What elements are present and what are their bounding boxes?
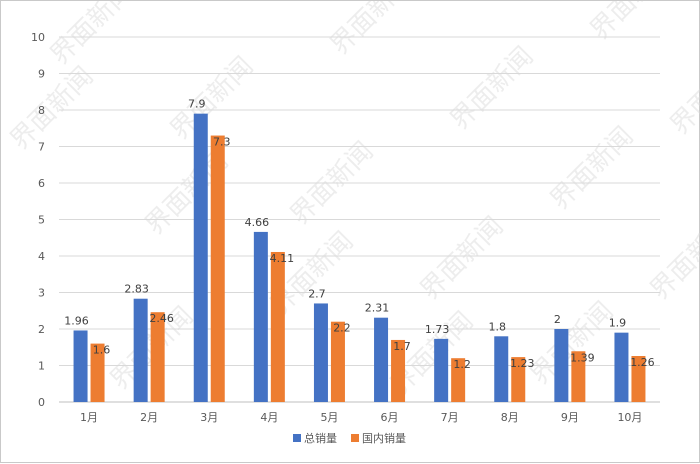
bar-domestic-sales <box>451 358 466 402</box>
x-tick-label: 9月 <box>561 411 579 424</box>
watermark-text: 界面新闻 <box>645 211 700 306</box>
watermark-text: 界面新闻 <box>665 46 700 141</box>
y-tick-label: 4 <box>38 250 45 263</box>
y-tick-label: 1 <box>38 360 45 373</box>
data-label: 1.23 <box>510 357 535 370</box>
bar-domestic-sales <box>210 135 225 403</box>
x-axis-ticks: 1月 2月 3月 4月 5月 6月 7月 8月 9月 10月 <box>80 411 642 424</box>
data-label: 1.2 <box>453 358 471 371</box>
y-tick-label: 3 <box>38 287 45 300</box>
bar-domestic-sales <box>631 356 646 402</box>
y-axis-ticks: 0 1 2 3 4 5 6 7 8 9 10 <box>31 31 45 409</box>
x-tick-label: 4月 <box>260 411 278 424</box>
data-label: 1.96 <box>64 314 89 327</box>
legend-label: 总销量 <box>304 431 337 445</box>
bar-total-sales <box>494 336 509 402</box>
x-tick-label: 8月 <box>501 411 519 424</box>
watermark-text: 界面新闻 <box>585 1 680 46</box>
bar-total-sales <box>614 332 629 402</box>
watermark-text: 界面新闻 <box>325 1 420 61</box>
data-label: 1.7 <box>393 340 411 353</box>
bar-domestic-sales <box>391 339 406 402</box>
data-label: 2.83 <box>124 283 149 296</box>
watermark-text: 界面新闻 <box>545 121 640 216</box>
data-label: 1.9 <box>609 317 627 330</box>
bar-total-sales <box>73 330 88 402</box>
bar-domestic-sales <box>150 312 165 402</box>
watermark-layer: 界面新闻界面新闻界面新闻界面新闻界面新闻界面新闻界面新闻界面新闻界面新闻界面新闻… <box>5 1 700 401</box>
data-label: 2.7 <box>308 287 326 300</box>
y-tick-label: 6 <box>38 177 45 190</box>
bar-total-sales <box>374 317 389 402</box>
bar-domestic-sales <box>571 351 586 402</box>
x-tick-label: 5月 <box>320 411 338 424</box>
data-label: 2 <box>554 313 561 326</box>
x-tick-label: 1月 <box>80 411 98 424</box>
legend-swatch <box>293 434 301 442</box>
watermark-text: 界面新闻 <box>165 51 260 146</box>
x-tick-label: 10月 <box>617 411 642 424</box>
bar-domestic-sales <box>270 251 285 402</box>
bar-total-sales <box>193 113 208 403</box>
legend-label: 国内销量 <box>362 431 406 445</box>
x-tick-label: 3月 <box>200 411 218 424</box>
watermark-text: 界面新闻 <box>5 61 100 156</box>
data-label: 1.6 <box>93 344 111 357</box>
bar-total-sales <box>434 338 449 402</box>
bar-total-sales <box>253 231 268 402</box>
y-tick-label: 2 <box>38 323 45 336</box>
bar-total-sales <box>313 303 328 402</box>
data-label: 1.39 <box>570 351 595 364</box>
gridlines <box>59 36 660 403</box>
data-label: 2.31 <box>365 302 390 315</box>
data-label: 1.73 <box>425 323 450 336</box>
watermark-text: 界面新闻 <box>285 136 380 231</box>
bar-total-sales <box>554 329 569 402</box>
bar-domestic-sales <box>330 321 345 402</box>
y-tick-label: 5 <box>38 214 45 227</box>
watermark-text: 界面新闻 <box>45 1 140 71</box>
watermark-text: 界面新闻 <box>415 211 510 306</box>
bars <box>73 113 646 403</box>
data-label: 7.3 <box>213 136 231 149</box>
data-label: 2.46 <box>149 312 174 325</box>
x-tick-label: 7月 <box>441 411 459 424</box>
x-tick-label: 6月 <box>381 411 399 424</box>
data-label: 1.8 <box>489 320 507 333</box>
bar-domestic-sales <box>511 357 526 402</box>
y-tick-label: 0 <box>38 396 45 409</box>
y-tick-label: 8 <box>38 104 45 117</box>
data-label: 4.11 <box>270 252 295 265</box>
data-labels: 1.96 1.6 2.83 2.46 7.9 7.3 4.66 4.11 2.7 2.2 2.31 1… <box>64 98 654 372</box>
bar-total-sales <box>133 298 148 402</box>
legend: 总销量 国内销量 <box>293 431 406 445</box>
data-label: 2.2 <box>333 322 351 335</box>
watermark-text: 界面新闻 <box>445 41 540 136</box>
data-label: 1.26 <box>630 356 655 369</box>
y-tick-label: 10 <box>31 31 45 44</box>
y-tick-label: 7 <box>38 141 45 154</box>
x-tick-label: 2月 <box>140 411 158 424</box>
y-tick-label: 9 <box>38 68 45 81</box>
legend-swatch <box>351 434 359 442</box>
data-label: 7.9 <box>188 98 206 111</box>
bar-domestic-sales <box>90 343 105 402</box>
data-label: 4.66 <box>245 216 270 229</box>
